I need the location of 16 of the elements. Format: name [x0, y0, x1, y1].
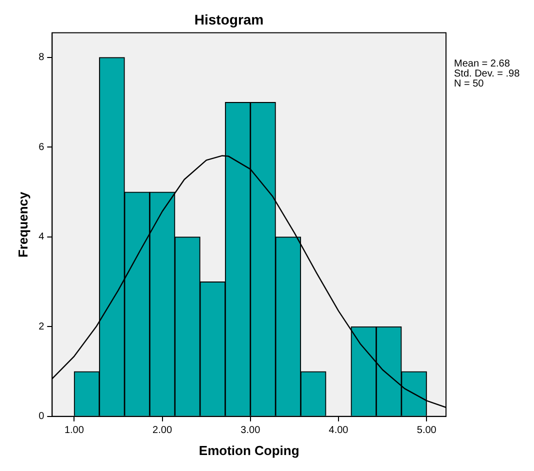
- y-tick-label: 8: [38, 52, 45, 64]
- x-axis-title: Emotion Coping: [198, 442, 300, 458]
- y-tick-label: 4: [38, 232, 45, 243]
- x-tick-label: 2.00: [152, 425, 172, 436]
- x-tick-label: 3.00: [240, 425, 261, 436]
- y-tick-label: 0: [38, 411, 45, 422]
- y-axis-title: Frequency: [15, 190, 30, 258]
- x-tick-label: 5.00: [416, 425, 437, 436]
- x-tick-label: 1.00: [64, 425, 84, 436]
- chart-title: Histogram: [194, 11, 264, 28]
- y-tick-label: 2: [38, 321, 45, 332]
- x-tick-label: 4.00: [328, 425, 349, 436]
- text: Mean = 2.68: [454, 58, 510, 70]
- y-tick-label: 6: [38, 142, 45, 153]
- text: N = 50: [454, 78, 484, 90]
- text: Std. Dev. = .98: [454, 68, 520, 80]
